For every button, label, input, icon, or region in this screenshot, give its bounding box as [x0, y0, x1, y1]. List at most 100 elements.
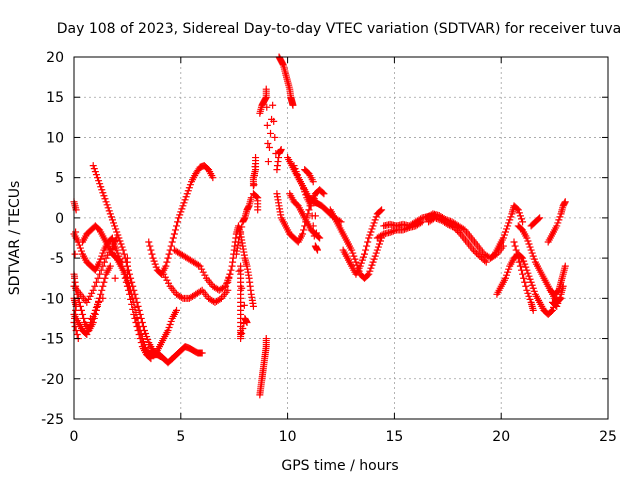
data-point	[111, 222, 119, 230]
data-point	[528, 281, 536, 289]
y-tick-label: -5	[50, 251, 64, 267]
x-tick-label: 15	[385, 429, 403, 445]
data-point	[277, 146, 285, 154]
data-point	[372, 249, 380, 257]
data-point	[145, 238, 153, 246]
data-point	[503, 271, 511, 279]
data-point	[436, 216, 444, 224]
data-point	[504, 222, 512, 230]
data-point	[555, 216, 563, 224]
data-point	[553, 222, 561, 230]
data-point	[166, 320, 174, 328]
data-point	[523, 234, 531, 242]
data-point	[177, 293, 185, 301]
data-point	[92, 278, 100, 286]
data-point	[86, 321, 94, 329]
data-point	[100, 258, 108, 266]
data-point	[223, 279, 231, 287]
data-point	[512, 246, 520, 254]
data-point	[102, 198, 110, 206]
data-point	[239, 325, 247, 332]
data-point	[300, 185, 308, 193]
data-point	[505, 265, 513, 273]
data-point	[99, 262, 107, 270]
data-point	[300, 226, 308, 234]
data-point	[123, 282, 131, 290]
data-point	[262, 85, 270, 93]
x-tick-label: 10	[279, 429, 297, 445]
data-point	[519, 270, 527, 278]
y-tick-label: 0	[55, 211, 64, 227]
data-point	[197, 287, 205, 295]
data-point	[76, 244, 84, 252]
data-point	[101, 274, 109, 282]
data-point	[186, 181, 194, 189]
data-point	[517, 215, 525, 223]
data-point	[528, 249, 536, 257]
data-point	[553, 302, 561, 310]
data-point	[167, 317, 175, 325]
data-point	[529, 252, 537, 260]
data-point	[98, 186, 106, 194]
data-point	[556, 213, 564, 221]
data-point	[517, 253, 525, 261]
data-point	[119, 246, 127, 254]
data-point	[173, 306, 181, 314]
data-point	[123, 270, 131, 278]
data-point	[134, 327, 142, 335]
data-point	[111, 274, 119, 282]
data-point	[164, 254, 172, 262]
data-point	[515, 209, 523, 217]
data-point	[270, 117, 278, 125]
data-point	[137, 314, 145, 322]
data-point	[147, 246, 155, 254]
data-point	[120, 250, 128, 258]
data-point	[529, 284, 537, 292]
data-point	[113, 246, 121, 254]
data-point	[90, 165, 98, 173]
data-point	[453, 227, 461, 235]
data-point	[148, 250, 156, 258]
data-point	[95, 177, 103, 185]
data-point	[371, 252, 379, 260]
data-point	[263, 103, 271, 111]
data-point	[269, 101, 277, 109]
data-point	[292, 168, 300, 176]
data-point	[368, 261, 376, 269]
data-point	[165, 279, 173, 287]
data-point	[389, 227, 397, 235]
data-point	[136, 310, 144, 318]
data-point	[561, 262, 569, 270]
data-point	[96, 180, 104, 188]
data-point	[520, 274, 528, 282]
data-point	[530, 255, 538, 263]
data-point	[517, 266, 525, 274]
data-point	[196, 262, 204, 270]
data-point	[169, 234, 177, 242]
data-point	[237, 228, 245, 236]
data-point	[433, 214, 441, 222]
data-point	[524, 289, 532, 297]
data-point	[267, 129, 275, 137]
data-point	[559, 282, 567, 290]
data-point	[85, 325, 93, 332]
data-point	[262, 335, 270, 343]
data-point	[469, 246, 477, 254]
data-point	[369, 258, 377, 266]
data-point	[142, 330, 150, 338]
data-point	[366, 231, 374, 239]
data-point	[530, 287, 538, 295]
data-point	[227, 266, 235, 274]
data-point	[252, 154, 260, 162]
data-point	[507, 213, 515, 221]
data-point	[516, 262, 524, 270]
data-point	[98, 286, 106, 294]
data-point	[149, 254, 157, 262]
data-point	[301, 166, 309, 174]
data-point	[370, 219, 378, 227]
data-point	[471, 248, 479, 256]
data-point	[146, 354, 154, 362]
data-point	[320, 190, 328, 198]
data-point	[310, 195, 318, 203]
data-point	[253, 193, 261, 201]
